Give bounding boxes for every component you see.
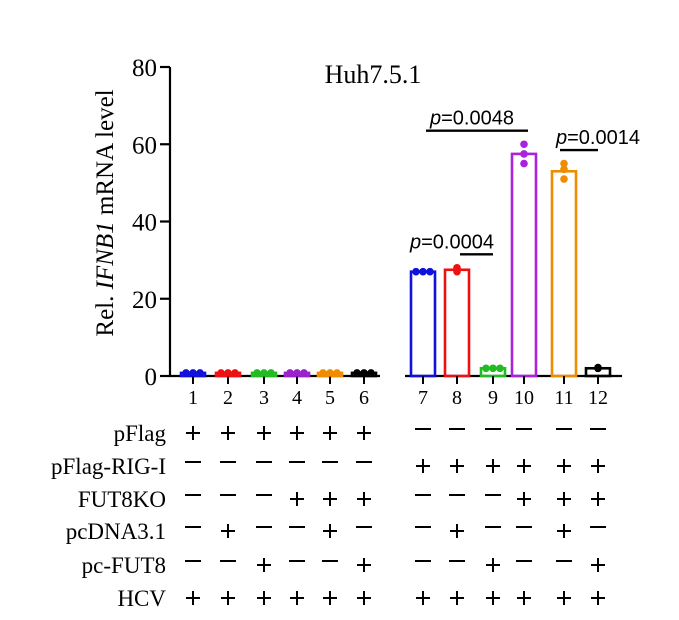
data-point [231, 369, 239, 377]
bar [409, 270, 437, 378]
x-tick-label: 2 [223, 387, 233, 409]
data-point [560, 165, 568, 174]
data-point [419, 267, 427, 276]
data-point [189, 369, 197, 377]
data-point [360, 369, 368, 377]
data-point [412, 267, 420, 276]
data-point [560, 159, 568, 168]
data-point [293, 369, 301, 377]
condition-label: FUT8KO [78, 487, 166, 512]
data-point [496, 364, 504, 373]
data-point [453, 265, 461, 274]
data-point [594, 364, 602, 373]
x-tick-label: 5 [325, 387, 335, 409]
data-point [300, 369, 308, 377]
data-point [267, 369, 275, 377]
y-tick-label: 60 [132, 132, 157, 159]
bars: 1 2 3 4 5 6 7 8 9 10 11 12 [179, 140, 612, 409]
data-point [333, 369, 341, 377]
y-axis-label-suffix: mRNA level [92, 89, 119, 221]
axes: 0 20 40 60 80 [132, 55, 622, 391]
data-point [286, 369, 294, 377]
p-value-label: p=0.0004 [409, 231, 494, 253]
x-tick-label: 8 [452, 387, 462, 409]
p-value-label: p=0.0048 [429, 108, 514, 130]
x-tick-label: 7 [418, 387, 428, 409]
bar [550, 169, 578, 378]
y-tick-label: 80 [132, 55, 157, 82]
x-tick-label: 1 [188, 387, 198, 409]
y-tick-label: 20 [132, 287, 157, 314]
data-point [560, 175, 568, 183]
condition-label: pcDNA3.1 [66, 519, 166, 544]
data-point [260, 369, 268, 377]
data-point [367, 369, 375, 377]
condition-table: pFlag pFlag-RIG-I FUT8KO pcDNA3.1 pc-FUT8 HCV [51, 421, 606, 611]
p-value-label: p=0.0014 [555, 127, 640, 149]
data-point [196, 369, 204, 377]
bar [510, 152, 538, 378]
data-point [319, 369, 327, 377]
data-point [326, 369, 334, 377]
data-point [217, 369, 225, 377]
data-point [182, 369, 190, 377]
data-point [253, 369, 261, 377]
data-point [520, 140, 528, 149]
x-tick-label: 12 [588, 387, 608, 409]
data-point [353, 369, 361, 377]
condition-label: pFlag [114, 421, 167, 446]
data-point [520, 150, 528, 158]
x-tick-label: 10 [514, 387, 534, 409]
x-tick-label: 9 [488, 387, 498, 409]
y-tick-label: 0 [145, 364, 158, 391]
condition-label: HCV [117, 586, 166, 611]
data-point [224, 369, 232, 377]
data-point [520, 159, 528, 168]
x-tick-label: 4 [292, 387, 302, 409]
data-point [482, 364, 490, 373]
x-tick-label: 3 [259, 387, 269, 409]
x-tick-label: 6 [359, 387, 369, 409]
bar [443, 268, 471, 378]
chart-title: Huh7.5.1 [325, 60, 422, 89]
data-point [426, 267, 434, 276]
condition-label: pFlag-RIG-I [51, 454, 166, 479]
x-tick-label: 11 [554, 387, 573, 409]
condition-label: pc-FUT8 [82, 553, 166, 578]
y-axis-label: Rel. IFNB1 mRNA level [92, 89, 119, 336]
y-axis-label-gene: IFNB1 [92, 221, 119, 290]
y-axis-label-prefix: Rel. [92, 289, 119, 336]
y-tick-label: 40 [132, 210, 157, 237]
data-point [489, 364, 497, 373]
significance-annotations: p=0.0004 p=0.0048 p=0.0014 [409, 108, 640, 256]
